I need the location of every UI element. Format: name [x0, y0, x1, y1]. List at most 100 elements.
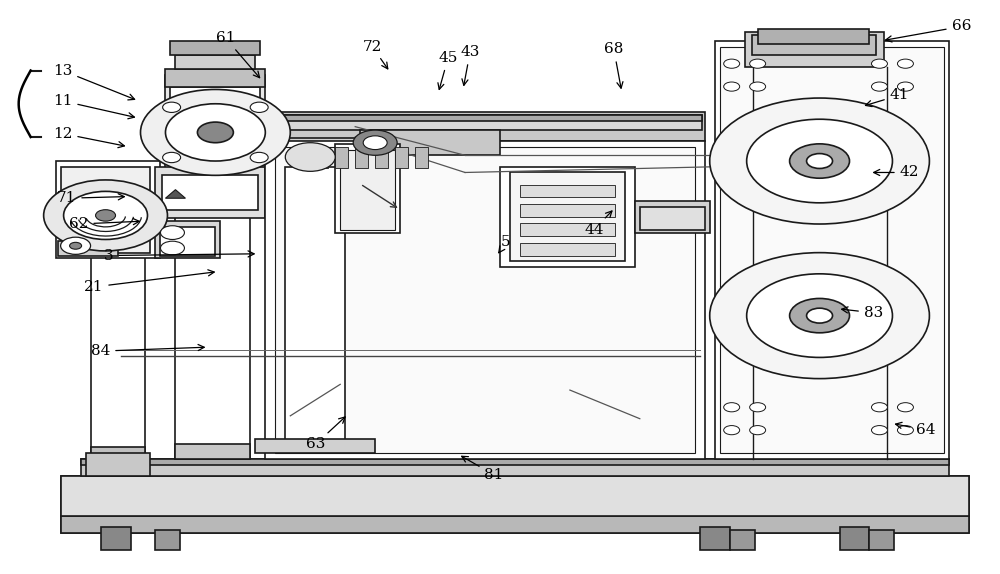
Bar [268, 115, 702, 121]
Bar [86, 453, 150, 476]
Circle shape [163, 102, 181, 113]
Bar [265, 113, 705, 141]
Bar [165, 75, 265, 172]
Circle shape [160, 226, 184, 239]
Circle shape [70, 242, 82, 249]
Text: 71: 71 [57, 191, 124, 205]
Bar [58, 241, 118, 255]
Bar [335, 144, 400, 232]
Bar [520, 243, 615, 255]
Polygon shape [165, 189, 185, 198]
Text: 41: 41 [865, 88, 909, 107]
Bar [162, 175, 258, 210]
Text: 12: 12 [53, 126, 124, 148]
Circle shape [897, 82, 913, 91]
Bar [500, 167, 635, 267]
Bar [360, 130, 500, 156]
Text: 68: 68 [604, 42, 624, 88]
Circle shape [750, 403, 766, 412]
Bar [285, 167, 345, 453]
Text: 11: 11 [53, 94, 134, 119]
Circle shape [353, 130, 397, 156]
Circle shape [724, 59, 740, 68]
Bar [170, 87, 260, 138]
Circle shape [44, 180, 167, 251]
Bar [275, 147, 695, 453]
Circle shape [61, 237, 91, 254]
Bar [170, 41, 260, 55]
Circle shape [750, 82, 766, 91]
Bar [81, 459, 949, 464]
Bar [355, 148, 368, 168]
Circle shape [871, 82, 887, 91]
Bar [268, 115, 702, 130]
Bar [520, 223, 615, 236]
Circle shape [871, 425, 887, 435]
Bar [86, 221, 155, 235]
Bar [730, 530, 755, 550]
Circle shape [897, 403, 913, 412]
Circle shape [724, 425, 740, 435]
Circle shape [140, 90, 290, 175]
Bar [101, 528, 131, 550]
Circle shape [710, 253, 929, 379]
Bar [340, 150, 395, 230]
Bar [520, 204, 615, 216]
Circle shape [807, 154, 833, 169]
Bar [175, 55, 255, 69]
Bar [91, 447, 145, 459]
Circle shape [64, 191, 147, 239]
Bar [758, 29, 869, 44]
Bar [155, 221, 220, 258]
Circle shape [160, 241, 184, 255]
Circle shape [163, 152, 181, 162]
Bar [745, 32, 884, 67]
Bar [175, 138, 250, 459]
Bar [700, 528, 730, 550]
Circle shape [871, 59, 887, 68]
Text: 44: 44 [584, 211, 612, 236]
Bar [61, 476, 969, 516]
Bar [640, 207, 705, 230]
Bar [96, 218, 145, 224]
Circle shape [710, 98, 929, 224]
Circle shape [807, 308, 833, 323]
Bar [375, 148, 388, 168]
Circle shape [165, 104, 265, 161]
Bar [635, 201, 710, 232]
Bar [510, 172, 625, 261]
Text: 64: 64 [896, 422, 935, 437]
Text: 81: 81 [462, 456, 504, 482]
Circle shape [897, 59, 913, 68]
Circle shape [96, 210, 116, 221]
Bar [295, 148, 308, 168]
Bar [415, 148, 428, 168]
Bar [56, 161, 160, 258]
Bar [520, 184, 615, 197]
Text: 45: 45 [438, 51, 458, 90]
Text: 61: 61 [216, 31, 260, 77]
Bar [869, 530, 894, 550]
Bar [175, 444, 250, 459]
Bar [290, 144, 445, 169]
Bar [155, 167, 265, 218]
Bar [91, 172, 145, 459]
Circle shape [747, 119, 892, 203]
Circle shape [250, 102, 268, 113]
Text: 42: 42 [874, 165, 919, 180]
Bar [255, 439, 375, 453]
Circle shape [897, 425, 913, 435]
Text: 63: 63 [306, 417, 345, 452]
Bar [265, 141, 705, 459]
Circle shape [750, 59, 766, 68]
Circle shape [724, 403, 740, 412]
Text: 3: 3 [104, 249, 254, 262]
Bar [315, 148, 328, 168]
Bar [840, 528, 869, 550]
Bar [155, 530, 180, 550]
Bar [335, 148, 348, 168]
Circle shape [871, 403, 887, 412]
Bar [61, 167, 150, 253]
Circle shape [750, 425, 766, 435]
Circle shape [747, 274, 892, 358]
